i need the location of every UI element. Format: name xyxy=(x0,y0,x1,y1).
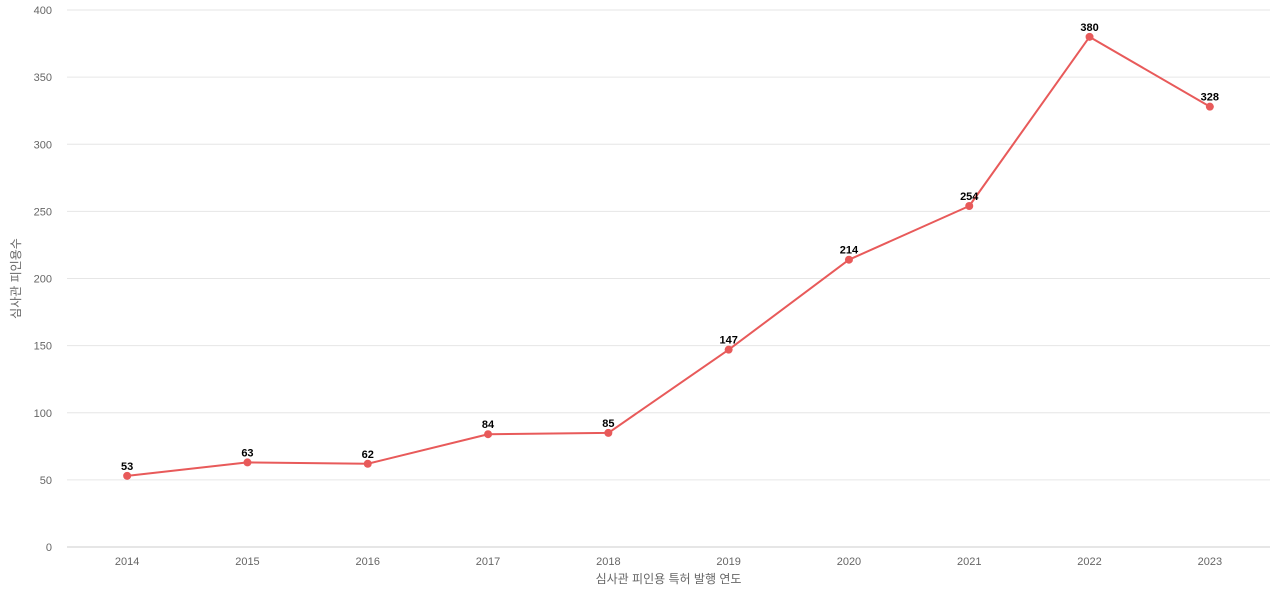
data-label: 85 xyxy=(602,418,614,430)
data-point[interactable] xyxy=(363,459,372,468)
series-line xyxy=(126,35,1211,477)
data-label: 84 xyxy=(482,419,495,431)
data-point[interactable] xyxy=(724,345,733,354)
x-tick-label: 2020 xyxy=(837,556,861,568)
grid xyxy=(67,9,1270,548)
y-tick-label: 350 xyxy=(34,72,52,84)
data-point[interactable] xyxy=(604,428,613,437)
data-point[interactable] xyxy=(844,255,853,264)
x-tick-label: 2017 xyxy=(476,556,500,568)
data-label: 380 xyxy=(1080,22,1098,34)
data-label: 328 xyxy=(1201,92,1219,104)
x-tick-label: 2021 xyxy=(957,556,981,568)
data-label: 147 xyxy=(719,335,737,347)
data-label: 62 xyxy=(362,449,374,461)
series xyxy=(123,32,1214,480)
y-axis-ticks: 0 50 100 150 200 250 300 350 400 xyxy=(34,5,52,554)
data-label: 214 xyxy=(840,245,859,257)
x-tick-label: 2015 xyxy=(235,556,259,568)
data-label: 254 xyxy=(960,191,979,203)
x-tick-label: 2014 xyxy=(115,556,139,568)
data-label: 63 xyxy=(241,447,253,459)
data-point[interactable] xyxy=(123,471,132,480)
data-point[interactable] xyxy=(965,202,974,211)
data-label: 53 xyxy=(121,461,133,473)
data-point[interactable] xyxy=(243,458,252,467)
y-tick-label: 100 xyxy=(34,408,52,420)
x-tick-label: 2019 xyxy=(716,556,740,568)
y-tick-label: 150 xyxy=(34,341,52,353)
y-tick-label: 50 xyxy=(40,475,52,487)
x-tick-label: 2023 xyxy=(1198,556,1222,568)
y-tick-label: 200 xyxy=(34,274,52,286)
y-axis-title: 심사관 피인용수 xyxy=(9,238,23,319)
y-tick-label: 400 xyxy=(34,5,52,17)
y-tick-label: 250 xyxy=(34,206,52,218)
x-axis-title: 심사관 피인용 특허 발행 연도 xyxy=(596,571,742,586)
y-tick-label: 0 xyxy=(46,542,52,554)
x-tick-label: 2022 xyxy=(1077,556,1101,568)
data-point[interactable] xyxy=(1085,32,1094,41)
data-point[interactable] xyxy=(1205,102,1214,111)
x-axis-ticks: 2014 2015 2016 2017 2018 2019 2020 2021 2022 2023 xyxy=(115,556,1222,568)
x-tick-label: 2018 xyxy=(596,556,620,568)
y-tick-label: 300 xyxy=(34,139,52,151)
data-labels: 53 63 62 84 85 147 214 254 380 328 xyxy=(121,22,1219,473)
x-tick-label: 2016 xyxy=(356,556,380,568)
data-point[interactable] xyxy=(484,430,493,439)
